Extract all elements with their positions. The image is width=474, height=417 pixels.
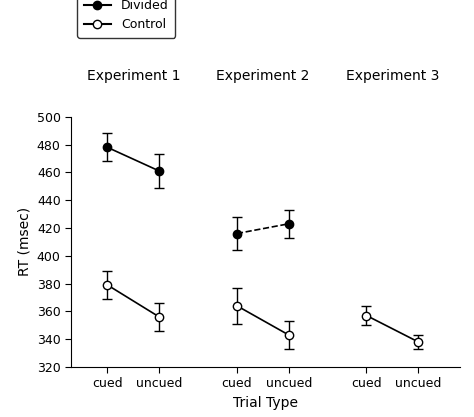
Text: Experiment 1: Experiment 1 — [87, 69, 180, 83]
Text: Experiment 2: Experiment 2 — [216, 69, 310, 83]
X-axis label: Trial Type: Trial Type — [233, 396, 298, 410]
Legend: Divided, Control: Divided, Control — [77, 0, 175, 38]
Text: Experiment 3: Experiment 3 — [346, 69, 439, 83]
Y-axis label: RT (msec): RT (msec) — [17, 207, 31, 276]
